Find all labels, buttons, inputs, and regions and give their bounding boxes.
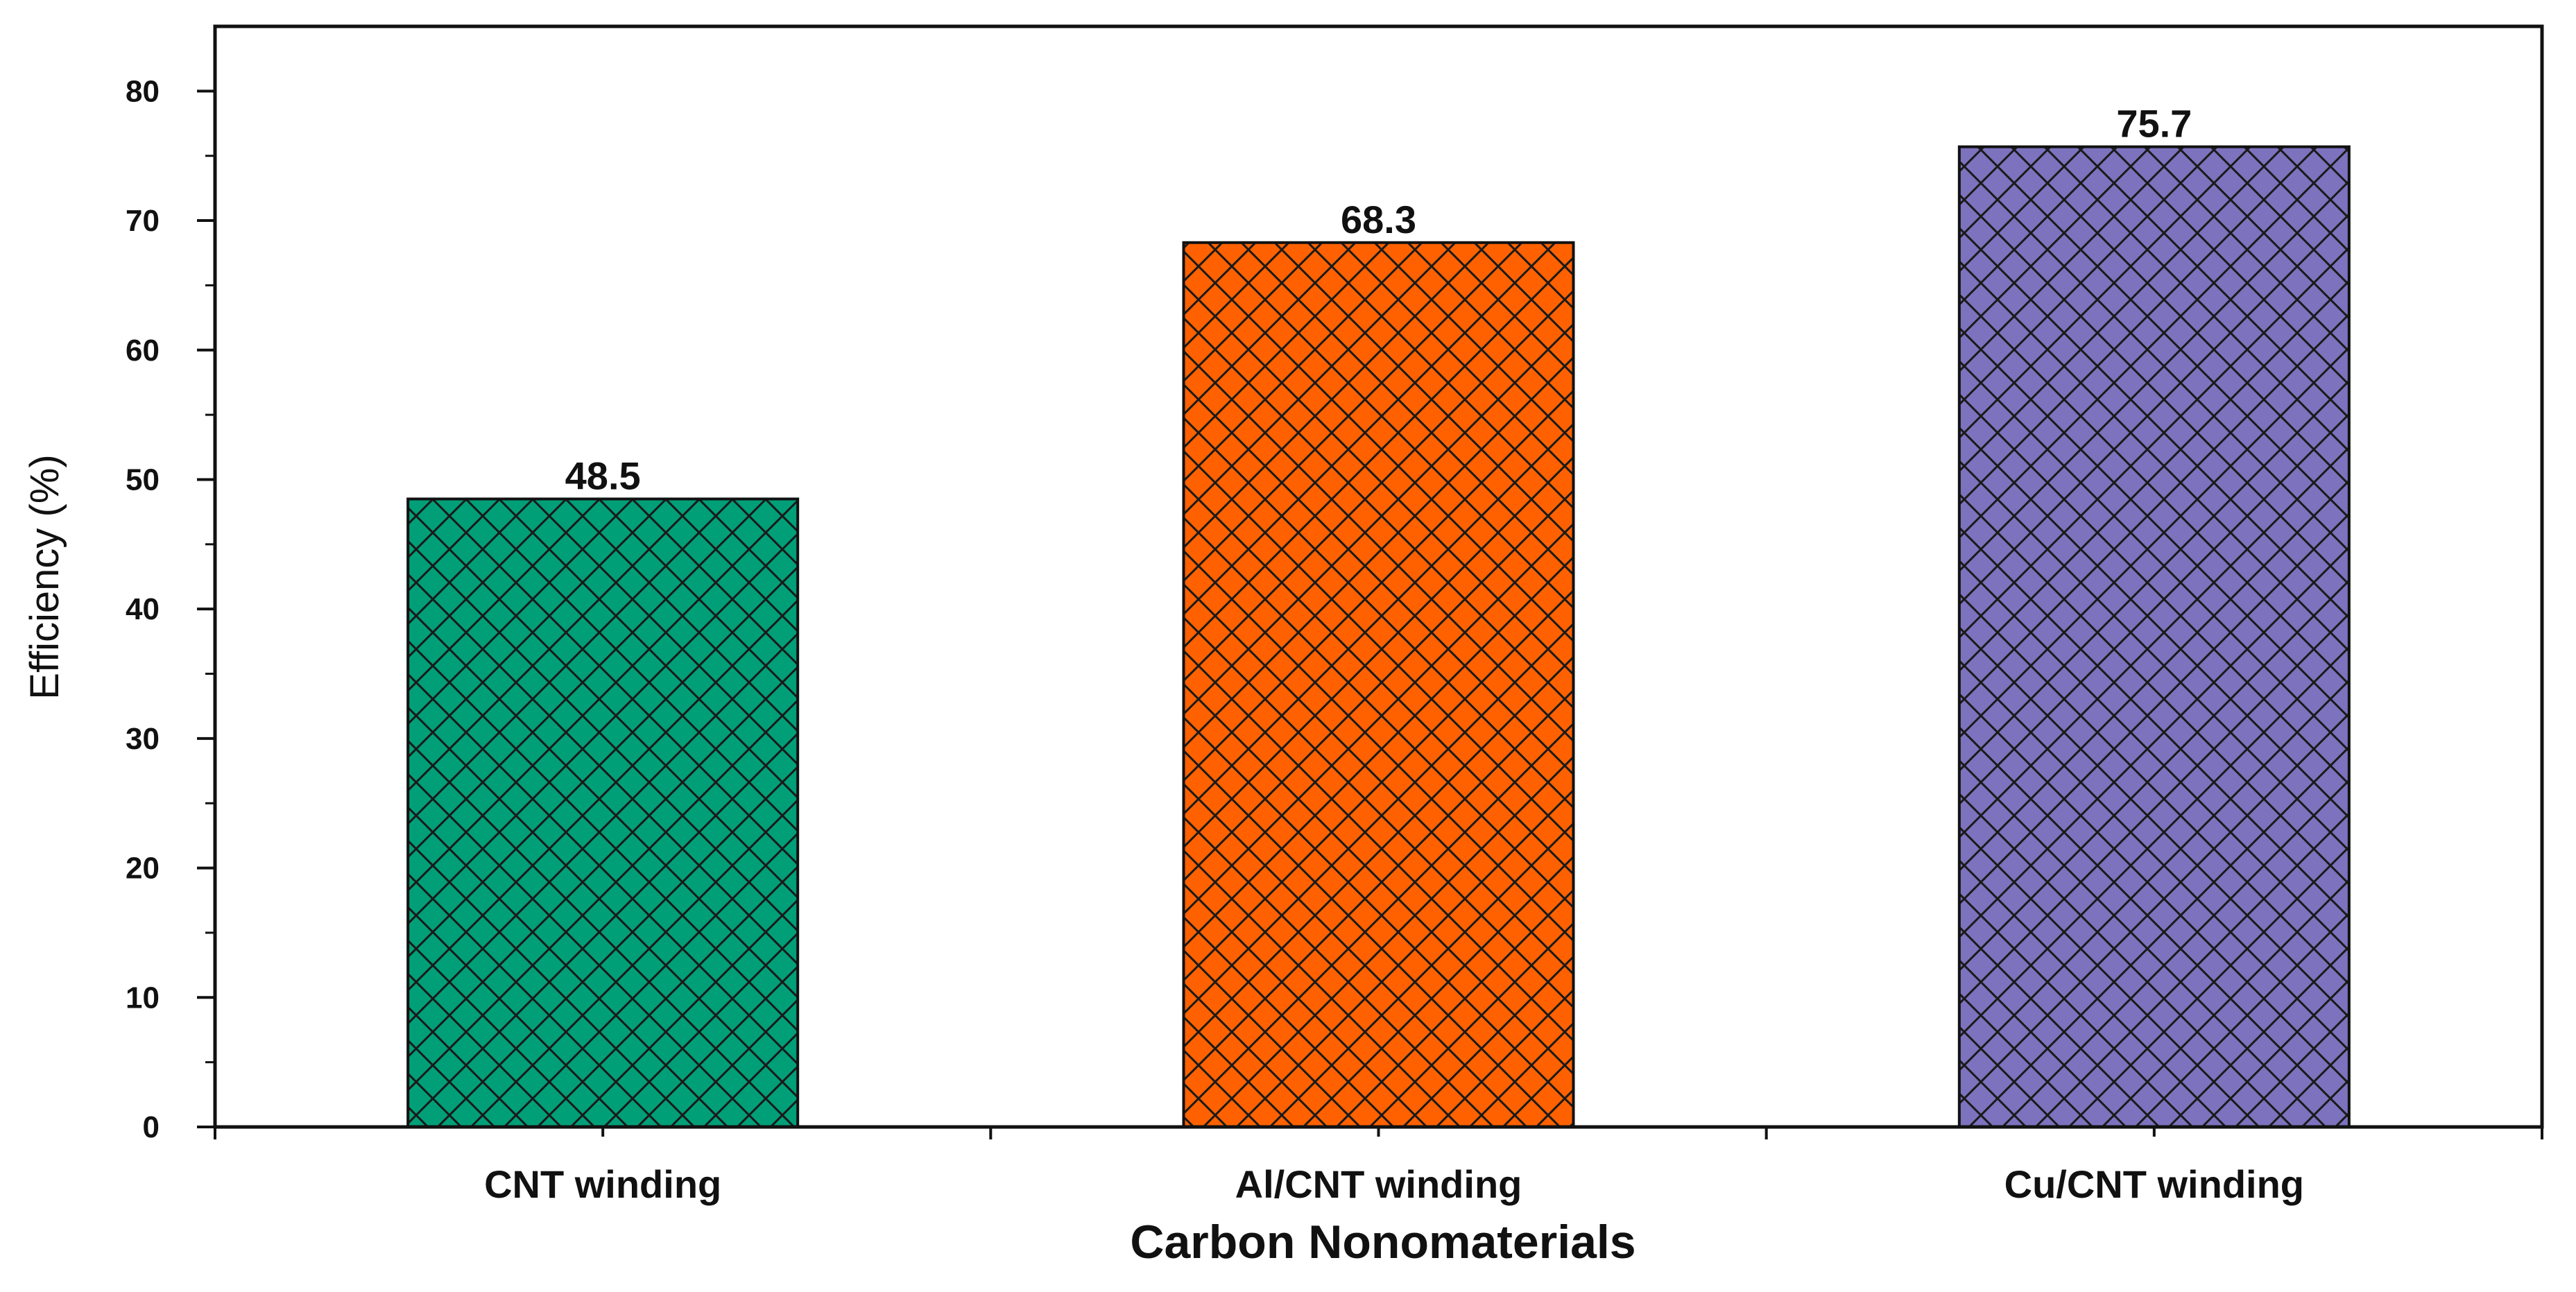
bar-2-hatch xyxy=(1182,241,1575,1128)
bar-value-label-3: 75.7 xyxy=(2116,102,2192,146)
y-axis: 0 10 20 30 40 50 60 70 80 xyxy=(126,74,215,1144)
y-tick-label-30: 30 xyxy=(126,722,160,756)
y-tick-label-70: 70 xyxy=(126,204,160,238)
bar-value-label-1: 48.5 xyxy=(565,454,641,497)
y-tick-label-80: 80 xyxy=(126,74,160,108)
y-tick-label-50: 50 xyxy=(126,463,160,497)
bar-value-label-2: 68.3 xyxy=(1341,198,1416,241)
y-tick-label-40: 40 xyxy=(126,592,160,626)
x-axis-title: Carbon Nonomaterials xyxy=(1130,1216,1635,1268)
value-labels-group: 48.5 68.3 75.7 xyxy=(565,102,2192,498)
bar-1-hatch xyxy=(406,497,800,1128)
y-tick-label-0: 0 xyxy=(143,1110,160,1144)
y-tick-label-10: 10 xyxy=(126,981,160,1015)
bar-3-hatch xyxy=(1957,145,2351,1128)
y-tick-label-60: 60 xyxy=(126,334,160,368)
y-axis-title: Efficiency (%) xyxy=(22,454,67,699)
x-tick-label-1: CNT winding xyxy=(484,1162,721,1206)
x-axis: CNT winding Al/CNT winding Cu/CNT winding xyxy=(214,1127,2543,1206)
y-tick-label-20: 20 xyxy=(126,852,160,886)
bars-group xyxy=(406,145,2351,1128)
x-tick-label-3: Cu/CNT winding xyxy=(2004,1162,2304,1206)
x-tick-label-2: Al/CNT winding xyxy=(1235,1162,1522,1206)
